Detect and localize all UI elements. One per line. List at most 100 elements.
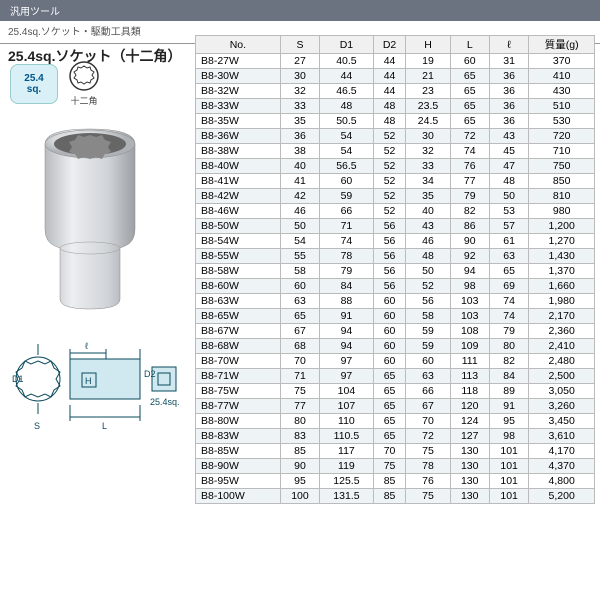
table-cell: 75 [280,384,319,399]
table-cell: 46.5 [320,84,373,99]
table-cell: 75 [406,444,450,459]
table-cell: 32 [406,144,450,159]
table-cell: B8-50W [196,219,281,234]
table-cell: 77 [450,174,489,189]
table-cell: 410 [529,69,595,84]
table-row: B8-100W100131.585751301015,200 [196,489,595,504]
table-cell: 1,430 [529,249,595,264]
table-cell: 36 [280,129,319,144]
table-cell: 103 [450,294,489,309]
table-cell: B8-100W [196,489,281,504]
table-cell: 1,200 [529,219,595,234]
table-cell: 36 [489,84,528,99]
diagram-sq: 25.4sq. [150,397,180,407]
table-cell: B8-30W [196,69,281,84]
table-cell: 40 [280,159,319,174]
table-header-cell: S [280,36,319,54]
table-cell: 52 [406,279,450,294]
table-cell: 80 [280,414,319,429]
table-header-cell: D2 [373,36,406,54]
table-cell: 83 [280,429,319,444]
table-cell: 47 [489,159,528,174]
table-row: B8-54W5474564690611,270 [196,234,595,249]
table-cell: B8-83W [196,429,281,444]
diagram-L: L [102,421,107,431]
table-cell: B8-77W [196,399,281,414]
table-cell: 24.5 [406,114,450,129]
table-cell: 50.5 [320,114,373,129]
table-cell: 4,170 [529,444,595,459]
table-cell: 69 [489,279,528,294]
table-cell: 94 [450,264,489,279]
table-cell: 430 [529,84,595,99]
table-cell: 79 [320,264,373,279]
table-cell: 79 [489,324,528,339]
table-cell: B8-40W [196,159,281,174]
table-cell: 111 [450,354,489,369]
table-cell: 89 [489,384,528,399]
table-cell: 2,480 [529,354,595,369]
table-cell: B8-54W [196,234,281,249]
table-cell: 82 [450,204,489,219]
table-row: B8-55W5578564892631,430 [196,249,595,264]
table-row: B8-35W3550.54824.56536530 [196,114,595,129]
table-cell: 30 [406,129,450,144]
table-cell: B8-63W [196,294,281,309]
table-cell: 23.5 [406,99,450,114]
table-cell: 78 [320,249,373,264]
table-row: B8-58W5879565094651,370 [196,264,595,279]
table-cell: 42 [280,189,319,204]
table-cell: 94 [320,324,373,339]
table-cell: 84 [489,369,528,384]
table-cell: 54 [320,129,373,144]
drive-size-badge: 25.4 sq. [10,64,58,104]
table-cell: 720 [529,129,595,144]
table-cell: 56.5 [320,159,373,174]
table-cell: 124 [450,414,489,429]
table-cell: 119 [320,459,373,474]
table-cell: 30 [280,69,319,84]
table-cell: 57 [489,219,528,234]
table-cell: 34 [406,174,450,189]
table-cell: 1,660 [529,279,595,294]
table-row: B8-68W68946059109802,410 [196,339,595,354]
table-cell: 36 [489,99,528,114]
table-cell: 74 [489,309,528,324]
table-row: B8-40W4056.552337647750 [196,159,595,174]
table-cell: B8-38W [196,144,281,159]
table-cell: 53 [489,204,528,219]
table-row: B8-80W801106570124953,450 [196,414,595,429]
table-cell: 65 [450,84,489,99]
table-cell: 59 [320,189,373,204]
table-cell: B8-36W [196,129,281,144]
twelve-label: 十二角 [70,94,97,107]
product-photo [10,119,170,319]
table-row: B8-46W466652408253980 [196,204,595,219]
table-cell: 3,450 [529,414,595,429]
table-cell: 33 [406,159,450,174]
table-cell: B8-60W [196,279,281,294]
table-cell: 90 [280,459,319,474]
table-cell: 35 [280,114,319,129]
table-cell: 90 [450,234,489,249]
table-cell: 44 [373,69,406,84]
table-cell: B8-75W [196,384,281,399]
table-cell: 55 [280,249,319,264]
table-cell: 510 [529,99,595,114]
table-cell: 101 [489,444,528,459]
table-cell: 60 [406,354,450,369]
table-cell: 130 [450,474,489,489]
table-cell: 60 [373,294,406,309]
diagram-l: ℓ [85,341,89,351]
table-cell: 54 [320,144,373,159]
table-cell: 85 [280,444,319,459]
table-cell: 52 [373,144,406,159]
table-cell: B8-46W [196,204,281,219]
table-body: B8-27W2740.544196031370B8-30W30444421653… [196,54,595,504]
table-cell: 70 [373,444,406,459]
table-cell: 21 [406,69,450,84]
table-cell: 120 [450,399,489,414]
table-cell: 66 [320,204,373,219]
table-row: B8-95W95125.585761301014,800 [196,474,595,489]
table-cell: B8-95W [196,474,281,489]
